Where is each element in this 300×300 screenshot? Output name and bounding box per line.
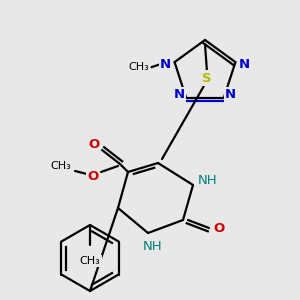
Text: CH₃: CH₃ — [51, 161, 71, 171]
Text: N: N — [239, 58, 250, 70]
Text: CH₃: CH₃ — [80, 256, 100, 266]
Text: O: O — [88, 137, 100, 151]
Text: N: N — [160, 58, 171, 70]
Text: O: O — [213, 221, 225, 235]
Text: S: S — [202, 71, 212, 85]
Text: CH₃: CH₃ — [128, 62, 149, 72]
Text: NH: NH — [143, 239, 163, 253]
Text: N: N — [174, 88, 185, 101]
Text: N: N — [225, 88, 236, 101]
Text: NH: NH — [198, 175, 218, 188]
Text: O: O — [87, 170, 99, 184]
